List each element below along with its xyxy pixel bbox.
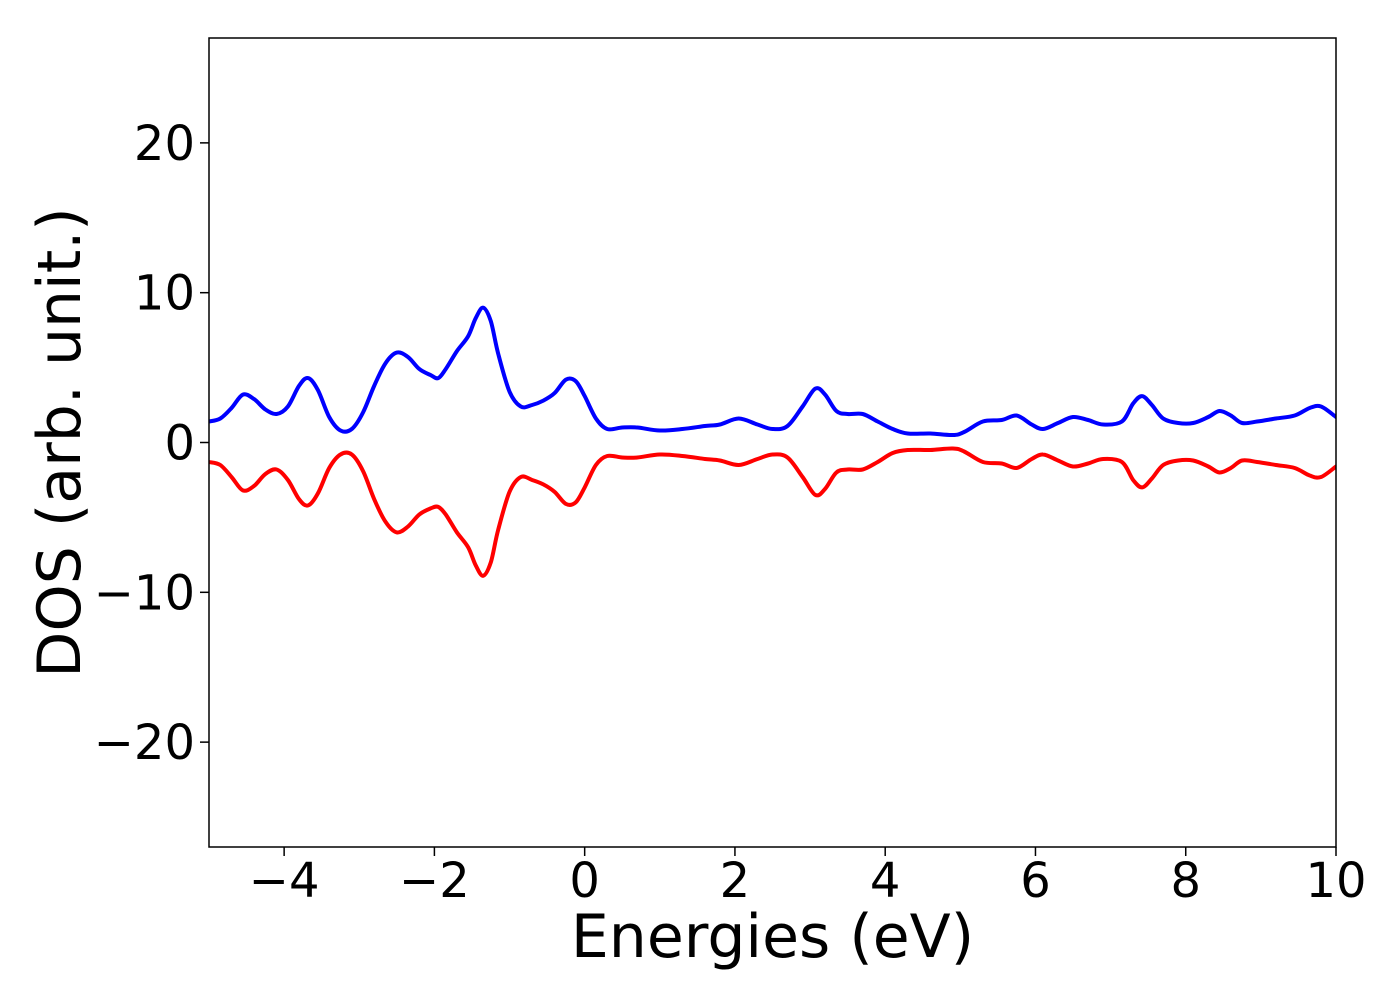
y-tick-label: −20 <box>94 715 195 771</box>
y-tick-label: 10 <box>134 266 195 322</box>
x-tick-label: 0 <box>569 853 600 909</box>
x-tick-label: 8 <box>1170 853 1201 909</box>
y-tick-label: 0 <box>164 416 195 472</box>
x-tick-label: 10 <box>1305 853 1366 909</box>
dos-series-up-line <box>209 305 1336 438</box>
x-tick-label: −4 <box>249 853 320 909</box>
x-axis: −4 −2 0 2 4 6 8 10 <box>249 847 1367 909</box>
y-axis: −20 −10 0 10 20 <box>94 116 209 771</box>
x-tick-label: 2 <box>720 853 751 909</box>
y-axis-label: DOS (arb. unit.) <box>25 207 95 677</box>
y-tick-label: −10 <box>94 565 195 621</box>
dos-series-down-line <box>209 446 1336 578</box>
x-axis-label: Energies (eV) <box>571 902 974 972</box>
x-tick-label: −2 <box>399 853 470 909</box>
plot-area <box>209 305 1336 578</box>
plot-frame <box>208 37 1337 848</box>
x-tick-label: 4 <box>870 853 901 909</box>
x-tick-label: 6 <box>1020 853 1051 909</box>
y-tick-label: 20 <box>134 116 195 172</box>
